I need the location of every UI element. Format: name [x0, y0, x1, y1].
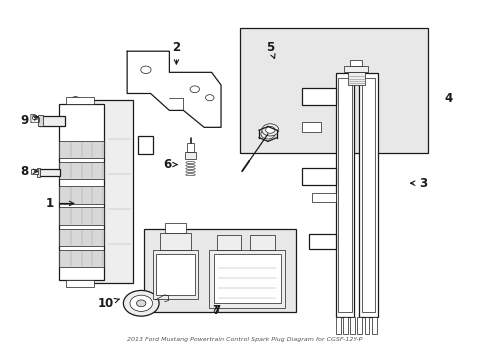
Circle shape [324, 238, 333, 245]
Bar [371, 317, 376, 334]
Bar [59, 186, 104, 204]
Bar [216, 235, 241, 249]
Text: 8: 8 [20, 165, 38, 178]
Bar [156, 254, 195, 295]
Bar [364, 317, 368, 334]
Text: 3: 3 [409, 177, 426, 190]
Bar [164, 223, 186, 233]
Text: 2013 Ford Mustang Powertrain Control Spark Plug Diagram for CGSF-12Y-P: 2013 Ford Mustang Powertrain Control Spa… [126, 337, 362, 342]
Text: 10: 10 [98, 297, 120, 310]
Bar [59, 141, 104, 158]
Circle shape [262, 124, 278, 136]
Bar [302, 168, 335, 185]
Bar [74, 100, 133, 283]
Bar [349, 317, 354, 334]
Bar [302, 88, 335, 105]
Bar [186, 143, 194, 152]
Circle shape [130, 295, 152, 311]
Bar [361, 78, 374, 312]
Bar [338, 78, 351, 312]
Circle shape [32, 116, 38, 120]
Circle shape [261, 129, 274, 139]
Circle shape [319, 173, 330, 181]
Circle shape [123, 291, 159, 316]
Circle shape [190, 86, 199, 93]
Bar [308, 234, 335, 249]
Bar [184, 152, 196, 159]
Circle shape [136, 300, 145, 307]
Circle shape [72, 280, 79, 286]
Circle shape [141, 66, 151, 73]
Bar [65, 96, 94, 104]
Bar [311, 193, 335, 202]
Bar [357, 317, 362, 334]
Bar [239, 27, 427, 153]
Bar [138, 136, 153, 154]
Text: 9: 9 [20, 114, 38, 127]
Text: 7: 7 [212, 303, 220, 316]
Bar [335, 73, 354, 317]
Bar [37, 168, 40, 177]
Text: 5: 5 [265, 41, 274, 58]
Bar [335, 317, 340, 334]
Bar [209, 249, 285, 307]
Circle shape [72, 96, 79, 102]
Bar [152, 249, 198, 299]
Bar [359, 73, 377, 317]
Bar [39, 116, 65, 126]
Bar [59, 250, 104, 267]
Text: 1: 1 [45, 197, 74, 210]
Bar [344, 66, 367, 72]
Text: 6: 6 [163, 158, 177, 171]
Bar [65, 280, 94, 287]
Bar [347, 72, 364, 85]
Bar [38, 169, 61, 176]
Bar [343, 317, 347, 334]
Bar [59, 207, 104, 225]
Circle shape [93, 189, 99, 194]
Circle shape [32, 170, 37, 174]
Circle shape [265, 126, 274, 133]
Circle shape [319, 92, 330, 100]
Bar [31, 169, 38, 174]
Bar [160, 233, 190, 249]
Bar [59, 162, 104, 179]
Bar [59, 229, 104, 246]
Text: 4: 4 [444, 92, 452, 105]
Bar [213, 254, 280, 303]
Bar [302, 122, 320, 132]
Bar [250, 235, 274, 249]
Bar [38, 116, 42, 126]
Bar [349, 60, 362, 66]
Circle shape [205, 95, 214, 101]
Bar [59, 104, 104, 280]
Bar [143, 229, 296, 312]
Text: 2: 2 [172, 41, 180, 64]
